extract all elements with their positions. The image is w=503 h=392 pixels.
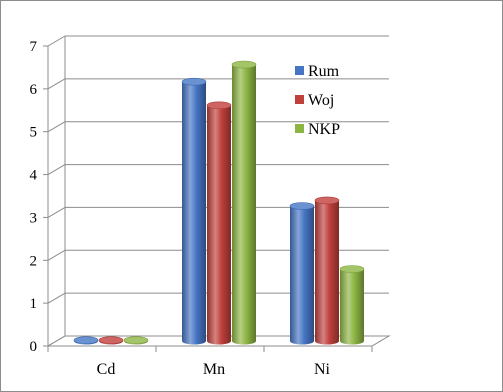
bar-top (123, 336, 149, 344)
legend-swatch (295, 66, 304, 75)
y-tick-label: 2 (30, 253, 38, 269)
legend-label: NKP (308, 121, 340, 138)
bar-top (289, 202, 315, 210)
bar-body (182, 81, 206, 345)
bar-top (98, 336, 124, 344)
side-gridline (47, 35, 66, 47)
legend-swatch (295, 124, 304, 133)
side-gridline (47, 121, 66, 133)
bar-top (73, 336, 99, 344)
side-gridline (47, 335, 66, 347)
bar-top (314, 196, 340, 205)
side-gridline (47, 249, 66, 261)
y-tick-label: 6 (30, 82, 38, 98)
legend-label: Woj (308, 92, 334, 109)
y-tick-label: 3 (30, 210, 38, 226)
bar-body (315, 200, 339, 345)
bar-Mn-Rum (181, 77, 207, 345)
bar-Cd-Rum (73, 336, 99, 345)
bar-top (231, 60, 257, 69)
bar-Ni-NKP (339, 265, 365, 345)
bar-Ni-Rum (289, 202, 315, 345)
y-tick-label: 7 (30, 39, 38, 55)
bar-Mn-NKP (231, 60, 257, 345)
bar-top (206, 101, 232, 110)
side-gridline (47, 206, 66, 218)
y-tick-label: 4 (30, 168, 38, 184)
bars-layer (73, 60, 365, 345)
side-gridline (47, 292, 66, 304)
legend-label: Rum (308, 63, 340, 80)
bar-body (207, 105, 231, 345)
y-tick-label: 5 (30, 125, 38, 141)
bar-Mn-Woj (206, 101, 232, 345)
legend: Rum Woj NKP (295, 63, 340, 138)
bar-body (340, 269, 364, 345)
bar-body (290, 206, 314, 345)
side-gridline (47, 78, 66, 90)
bar-Cd-Woj (98, 336, 124, 345)
side-gridline (47, 164, 66, 176)
legend-swatch (295, 95, 304, 104)
x-tick-label: Ni (314, 361, 331, 378)
bar-top (181, 77, 207, 86)
y-tick-label: 1 (30, 296, 38, 312)
x-tick-label: Cd (97, 361, 116, 378)
x-tick-label: Mn (203, 361, 225, 378)
labels-layer: 0 1 2 3 4 5 6 7 Cd Mn Ni (30, 39, 331, 378)
y-tick-label: 0 (30, 339, 38, 355)
axis-layer (43, 36, 373, 352)
bar-Ni-Woj (314, 196, 340, 345)
bar-top (339, 265, 365, 273)
bar-body (232, 64, 256, 345)
bar-Cd-NKP (123, 336, 149, 345)
